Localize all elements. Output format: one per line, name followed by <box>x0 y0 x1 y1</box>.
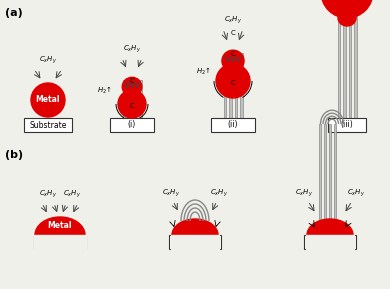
Bar <box>110 118 154 132</box>
Bar <box>211 118 255 132</box>
Ellipse shape <box>222 50 244 72</box>
Bar <box>354 13 356 118</box>
Bar <box>122 80 125 118</box>
Text: $C_xH_y$: $C_xH_y$ <box>123 44 141 55</box>
Bar <box>34 235 86 255</box>
Text: C: C <box>129 78 135 84</box>
Circle shape <box>216 64 250 98</box>
Ellipse shape <box>307 219 353 251</box>
Text: (ii): (ii) <box>228 121 238 129</box>
Text: $C_xH_y$: $C_xH_y$ <box>224 14 242 26</box>
Bar <box>304 235 356 249</box>
Bar <box>334 124 336 219</box>
Bar <box>329 124 331 219</box>
Bar <box>324 124 326 219</box>
Text: C: C <box>230 30 236 36</box>
Text: $H_2$↑: $H_2$↑ <box>96 84 112 96</box>
Text: Substrate: Substrate <box>29 121 67 129</box>
Text: $C_xH_y$: $C_xH_y$ <box>295 188 313 199</box>
Bar <box>306 235 354 253</box>
Text: (ii): (ii) <box>325 238 335 247</box>
Text: (iii): (iii) <box>340 121 353 129</box>
Bar <box>343 13 346 118</box>
Text: $C_xH_y$: $C_xH_y$ <box>162 188 180 199</box>
Circle shape <box>321 0 373 18</box>
Text: $H_2$↑: $H_2$↑ <box>195 65 211 77</box>
Text: $C_xH_y$: $C_xH_y$ <box>63 188 81 200</box>
Bar <box>139 80 142 118</box>
Ellipse shape <box>122 77 142 96</box>
Text: C: C <box>230 80 236 86</box>
Bar <box>337 13 340 118</box>
Circle shape <box>31 83 65 117</box>
Bar <box>171 235 219 253</box>
Text: $C_xH_y$: $C_xH_y$ <box>347 188 365 199</box>
Text: (a): (a) <box>5 8 23 18</box>
Ellipse shape <box>338 10 356 26</box>
Text: (i): (i) <box>128 121 136 129</box>
Bar <box>229 53 232 118</box>
Text: (b): (b) <box>5 150 23 160</box>
Text: C: C <box>129 103 135 109</box>
Text: $C_xH_y$: $C_xH_y$ <box>210 188 228 199</box>
Text: $C_xH_y$: $C_xH_y$ <box>39 188 57 200</box>
Bar <box>24 118 72 132</box>
Text: C: C <box>230 51 236 58</box>
Text: Metal: Metal <box>36 95 60 105</box>
Text: (i): (i) <box>191 238 199 247</box>
Bar <box>223 53 226 118</box>
Bar <box>349 13 351 118</box>
Bar <box>34 235 86 249</box>
Ellipse shape <box>35 217 85 253</box>
Bar <box>319 124 321 219</box>
Bar <box>169 235 221 249</box>
Text: Metal: Metal <box>48 221 72 229</box>
Text: Substrate: Substrate <box>41 238 79 247</box>
Bar <box>234 53 237 118</box>
Bar <box>328 118 366 132</box>
Bar <box>128 80 131 118</box>
Ellipse shape <box>172 219 218 251</box>
Bar <box>133 80 136 118</box>
Text: $C_xH_y$: $C_xH_y$ <box>39 55 57 66</box>
Circle shape <box>118 90 146 118</box>
Bar <box>240 53 243 118</box>
